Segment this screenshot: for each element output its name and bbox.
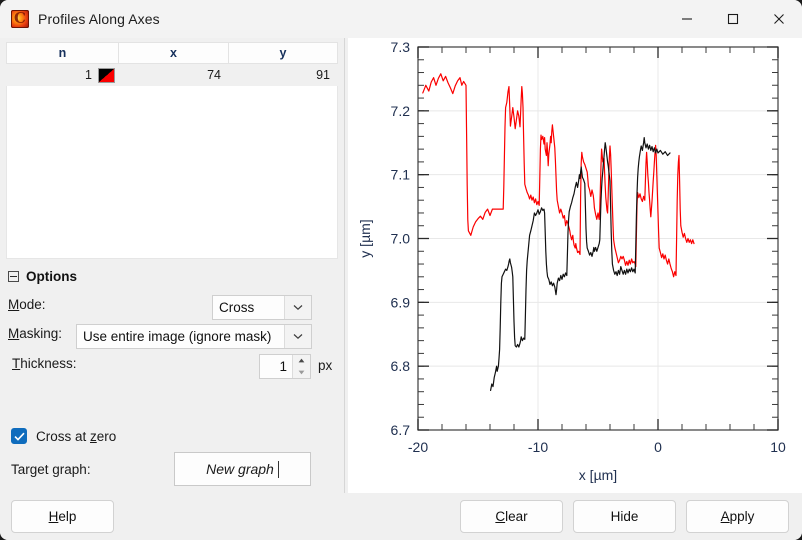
minimize-icon[interactable] [664,0,710,38]
text-caret [277,460,279,478]
window-title: Profiles Along Axes [38,11,160,27]
x-axis-label: x [µm] [579,467,617,483]
help-button[interactable]: Help [11,500,114,533]
clear-button[interactable]: Clear [460,500,563,533]
y-tick-label: 7.2 [391,103,411,119]
masking-row: Masking: [8,326,62,341]
mode-row: Mode: [8,297,336,312]
options-title: Options [26,269,77,284]
mode-label: Mode: [8,297,46,312]
target-graph-row: Target graph: [11,462,91,477]
masking-dropdown[interactable]: Use entire image (ignore mask) [76,324,312,349]
masking-value: Use entire image (ignore mask) [83,329,272,344]
chevron-down-icon[interactable] [284,296,311,319]
masking-label: Masking: [8,326,63,341]
y-tick-label: 7.1 [391,167,411,183]
y-tick-label: 7.0 [391,231,411,247]
clear-label: Clear [495,509,528,524]
table-row[interactable]: 1 74 91 [6,64,338,86]
target-graph-value: New graph [206,461,274,477]
y-tick-label: 6.7 [391,422,411,438]
maximize-icon[interactable] [710,0,756,38]
column-header-y[interactable]: y [229,42,338,64]
y-tick-label: 7.3 [391,39,411,55]
title-bar: Profiles Along Axes [0,0,802,38]
thickness-row: Thickness: [12,356,77,371]
thickness-value[interactable]: 1 [279,359,287,374]
window-controls [664,0,802,38]
cross-at-zero-row[interactable]: Cross at zero [11,428,116,444]
spinner-down-icon[interactable] [293,367,310,379]
app-icon [11,10,29,28]
selection-table-header: n x y [6,42,338,64]
spinner-buttons[interactable] [292,355,310,378]
x-tick-label: 10 [770,439,786,455]
cell-x: 74 [207,68,221,82]
thickness-label: Thickness: [12,356,77,371]
graph-panel[interactable]: 6.7 6.8 6.9 7.0 7.1 7.2 7.3 -20 -10 0 10 x [µm] y [µ… [348,38,802,493]
thickness-spinner[interactable]: 1 [259,354,311,379]
thickness-unit: px [318,358,333,373]
color-swatch-icon [98,67,115,83]
x-tick-label: 0 [654,439,662,455]
hide-label: Hide [610,509,639,524]
mode-dropdown[interactable]: Cross [212,295,312,320]
chevron-down-icon[interactable] [284,325,311,348]
cell-n: 1 [6,64,119,86]
cross-at-zero-label: Cross at zero [36,428,117,444]
y-tick-label: 6.8 [391,358,411,374]
profile-graph[interactable]: 6.7 6.8 6.9 7.0 7.1 7.2 7.3 -20 -10 0 10 x [µm] y [µ… [348,38,802,493]
x-tick-label: -10 [528,439,548,455]
y-tick-label: 6.9 [391,294,411,310]
selection-list-body[interactable] [6,86,338,259]
collapse-expander-icon[interactable] [8,271,19,282]
cross-at-zero-checkbox[interactable] [11,428,27,444]
pane-divider [344,38,345,493]
column-header-x[interactable]: x [119,42,229,64]
target-graph-input[interactable]: New graph [174,452,311,486]
target-graph-label: Target graph: [11,462,91,477]
y-axis-label: y [µm] [357,219,373,257]
spinner-up-icon[interactable] [293,355,310,367]
x-tick-label: -20 [408,439,428,455]
cell-y: 91 [316,68,330,82]
help-label: Help [48,509,77,524]
close-icon[interactable] [756,0,802,38]
apply-label: Apply [720,509,755,524]
dialog-button-bar: Help Clear Hide Apply [0,493,802,540]
hide-button[interactable]: Hide [573,500,676,533]
row-index-label: 1 [85,68,92,82]
left-panel: n x y 1 74 91 Options Mode: Cross [0,38,344,515]
apply-button[interactable]: Apply [686,500,789,533]
column-header-n[interactable]: n [6,42,119,64]
options-section-header[interactable]: Options [8,269,77,284]
mode-value: Cross [219,300,255,315]
